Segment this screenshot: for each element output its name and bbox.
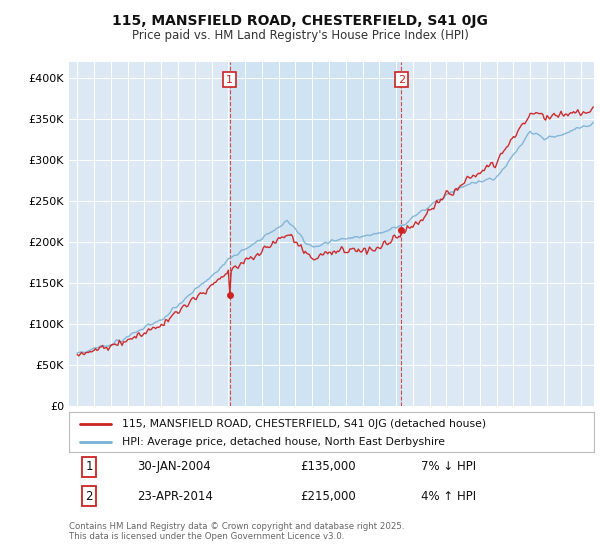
Text: 7% ↓ HPI: 7% ↓ HPI: [421, 460, 476, 473]
Text: 1: 1: [85, 460, 93, 473]
Text: 115, MANSFIELD ROAD, CHESTERFIELD, S41 0JG: 115, MANSFIELD ROAD, CHESTERFIELD, S41 0…: [112, 14, 488, 28]
Text: 1: 1: [226, 74, 233, 85]
Text: £135,000: £135,000: [300, 460, 356, 473]
Text: £215,000: £215,000: [300, 490, 356, 503]
Text: Contains HM Land Registry data © Crown copyright and database right 2025.
This d: Contains HM Land Registry data © Crown c…: [69, 522, 404, 542]
Text: 2: 2: [85, 490, 93, 503]
Text: Price paid vs. HM Land Registry's House Price Index (HPI): Price paid vs. HM Land Registry's House …: [131, 29, 469, 42]
Text: 2: 2: [398, 74, 405, 85]
Text: 23-APR-2014: 23-APR-2014: [137, 490, 213, 503]
Text: 4% ↑ HPI: 4% ↑ HPI: [421, 490, 476, 503]
Text: 115, MANSFIELD ROAD, CHESTERFIELD, S41 0JG (detached house): 115, MANSFIELD ROAD, CHESTERFIELD, S41 0…: [121, 419, 485, 430]
Bar: [230, 62, 401, 406]
Text: 30-JAN-2004: 30-JAN-2004: [137, 460, 211, 473]
Text: HPI: Average price, detached house, North East Derbyshire: HPI: Average price, detached house, Nort…: [121, 437, 445, 447]
